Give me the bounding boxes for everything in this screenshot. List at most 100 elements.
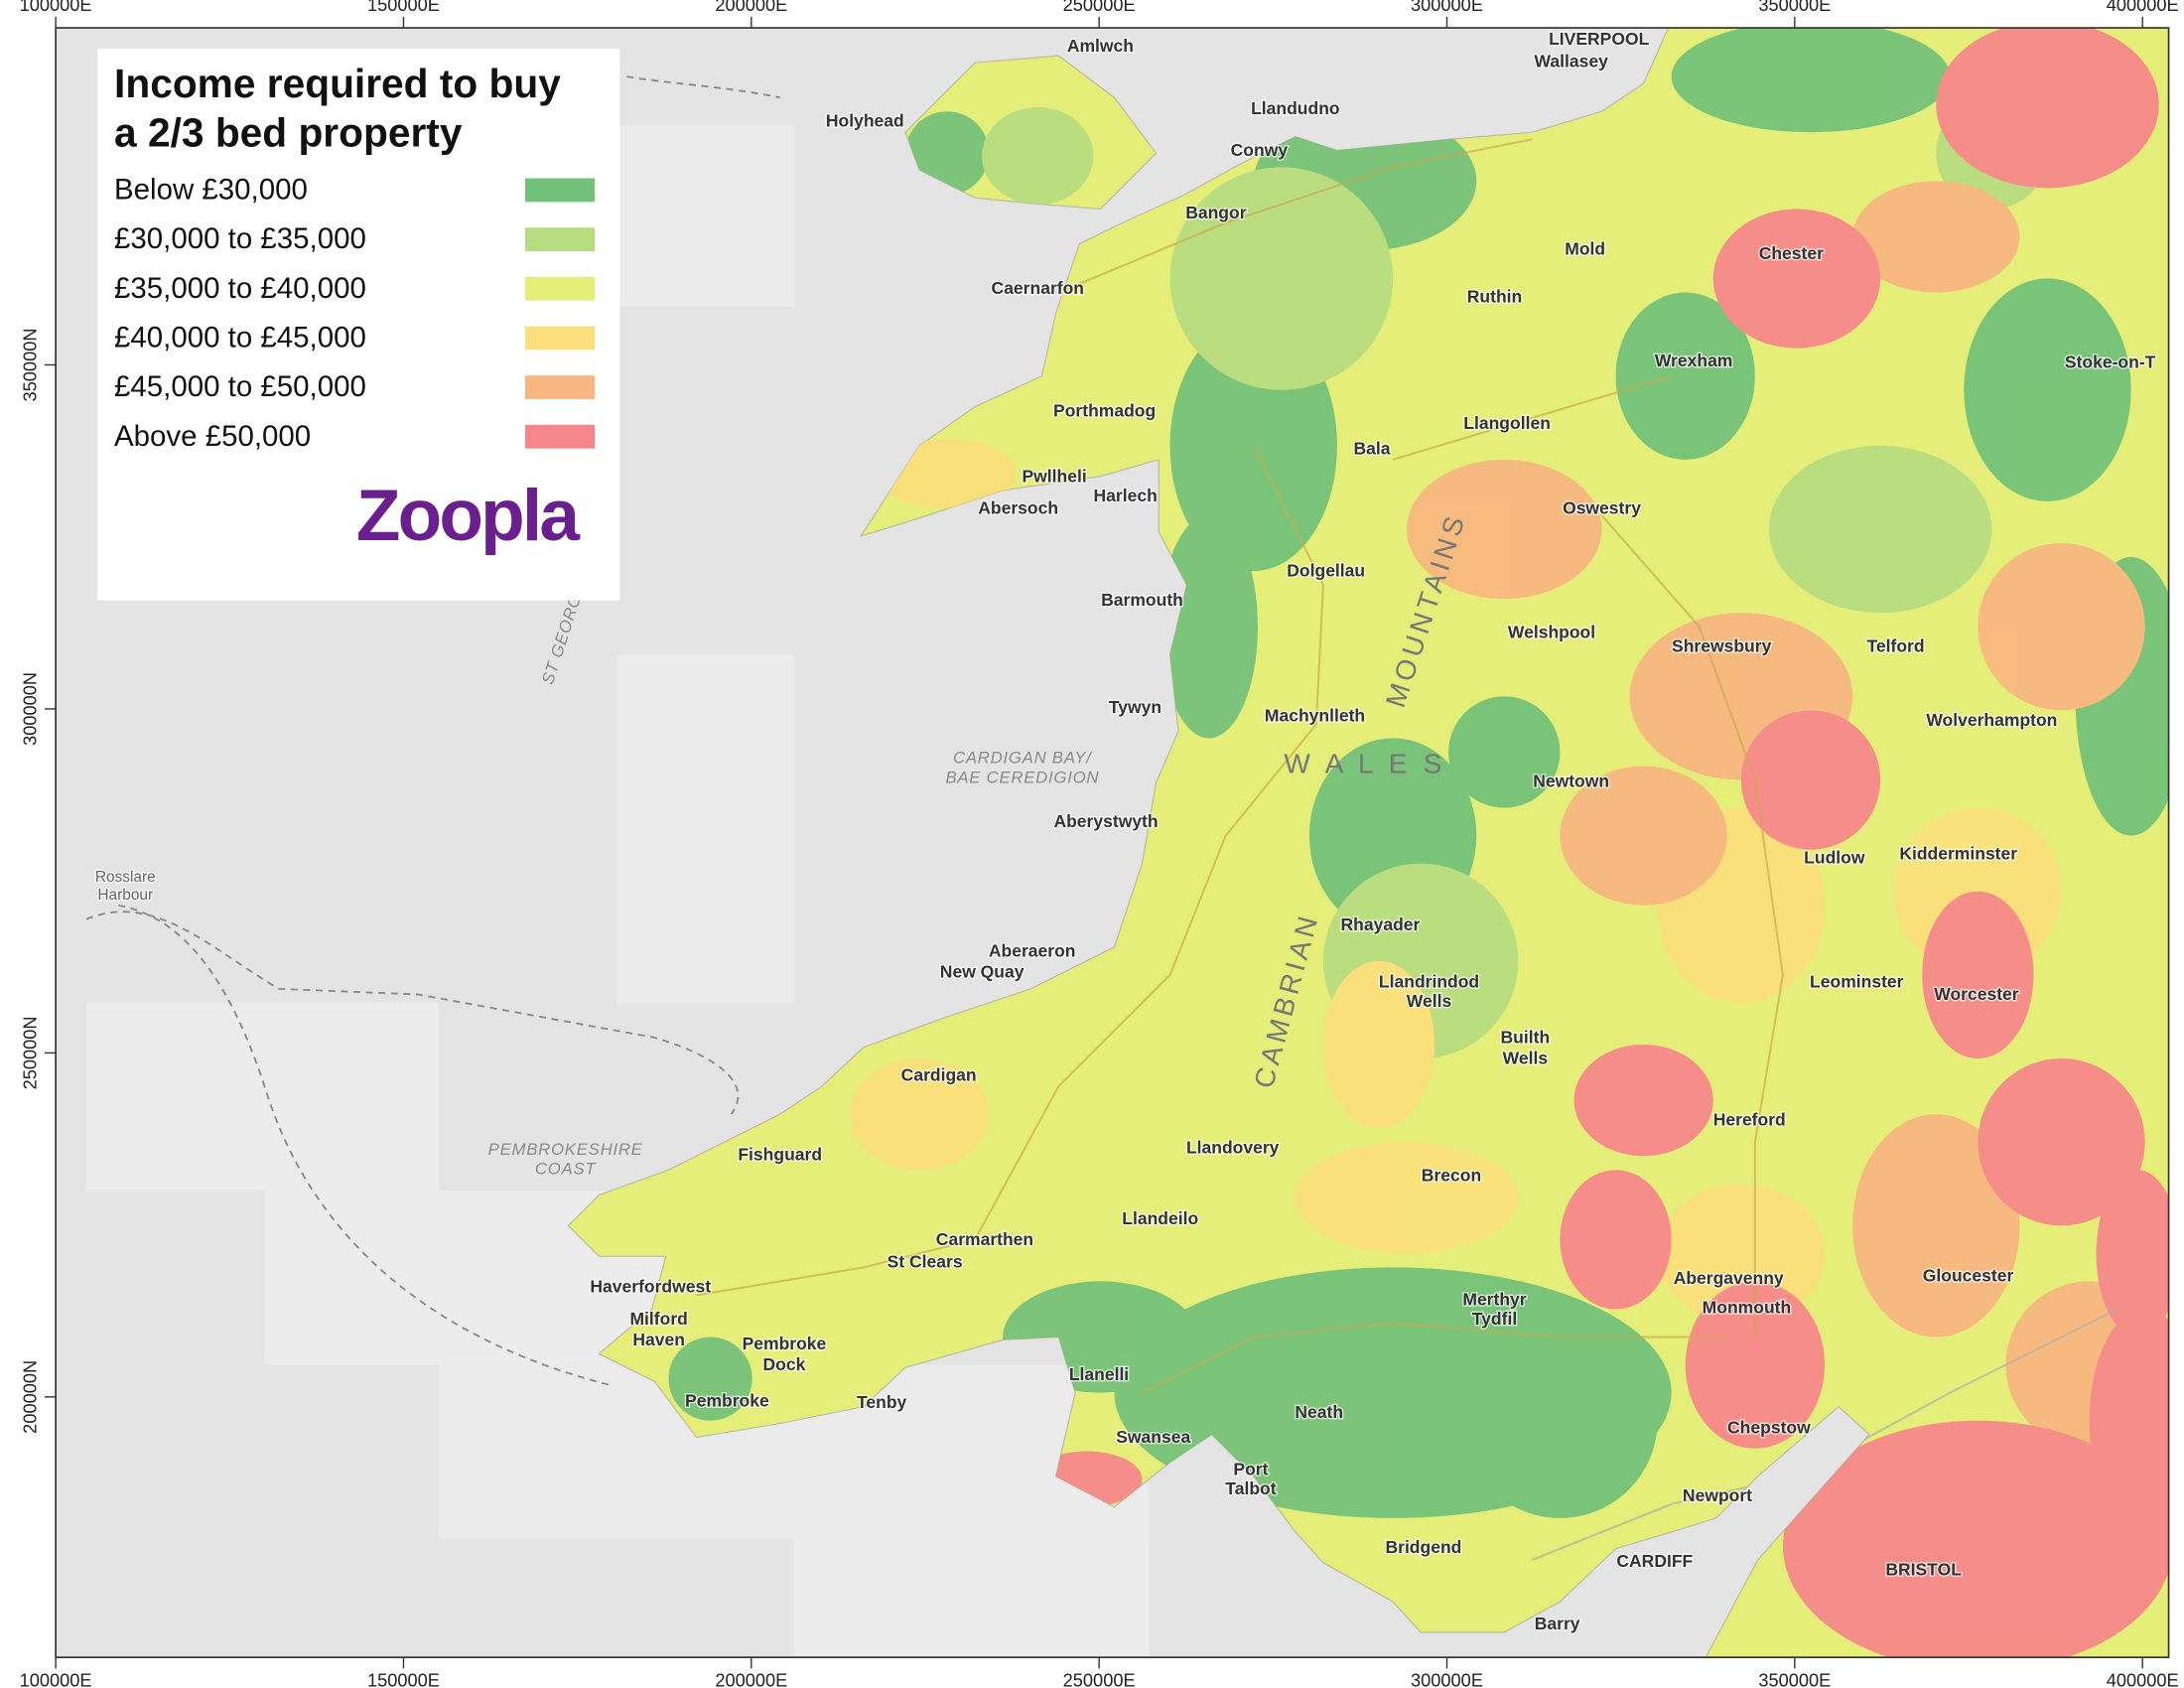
income-zones [668, 28, 2169, 1658]
legend-label: £40,000 to £45,000 [114, 322, 366, 354]
place-label: Dock [762, 1354, 805, 1374]
easting-label: 400000E [2107, 0, 2179, 15]
legend-label: £45,000 to £50,000 [114, 370, 366, 403]
income-zone [1407, 459, 1602, 600]
coordinate-ticks: 100000E 100000E 150000E 150000E 200000E 20000… [19, 0, 2178, 1688]
place-label: Ludlow [1804, 848, 1865, 868]
place-label: Chepstow [1727, 1417, 1811, 1437]
easting-label: 300000E [1411, 0, 1483, 15]
ferry-route [626, 75, 780, 99]
income-zone [1978, 1058, 2145, 1226]
place-label: Machynlleth [1265, 706, 1365, 726]
easting-label: 200000E [715, 1670, 787, 1688]
income-zone [1295, 1142, 1519, 1254]
place-label: Swansea [1116, 1427, 1190, 1447]
place-label: Harlech [1094, 486, 1158, 505]
place-label: Bridgend [1385, 1537, 1461, 1557]
income-zone [1712, 209, 1881, 349]
place-label: Wells [1503, 1049, 1549, 1068]
income-zone [2096, 1170, 2169, 1337]
place-label: Llangollen [1463, 413, 1551, 433]
place-label: Hereford [1713, 1109, 1786, 1129]
legend-swatch [524, 227, 596, 252]
road [1057, 138, 1533, 294]
income-zone [1322, 960, 1435, 1129]
place-label: Rosslare [95, 869, 156, 886]
place-label: Bangor [1185, 203, 1246, 222]
place-label: Wallasey [1534, 51, 1608, 70]
place-label: Ruthin [1467, 286, 1522, 306]
region-label: W A L E S [1284, 748, 1445, 778]
income-zone [1852, 1114, 2020, 1337]
legend-items: Below £30,000 £30,000 to £35,000 £35,000 t… [114, 174, 596, 453]
place-label: Newtown [1533, 771, 1609, 790]
legend-swatch [524, 424, 596, 449]
income-zone [1448, 696, 1561, 808]
legend-box [97, 49, 620, 601]
place-label: CARDIFF [1616, 1551, 1693, 1571]
easting-label: 100000E [20, 0, 92, 15]
easting-label: 250000E [1063, 1670, 1136, 1688]
sea-tile [793, 1538, 1150, 1658]
easting-label: 400000E [2107, 1670, 2179, 1688]
road [1600, 514, 1784, 1337]
income-zone [1936, 28, 2159, 189]
place-label: Chester [1759, 243, 1824, 263]
place-label: Newport [1683, 1485, 1752, 1505]
income-zone [982, 107, 1094, 206]
legend-label: £30,000 to £35,000 [114, 222, 366, 255]
place-label: Pembroke [685, 1391, 769, 1411]
place-label: Llanelli [1069, 1364, 1129, 1384]
easting-label: 300000E [1411, 1670, 1483, 1688]
region-label: PEMBROKESHIRE [488, 1140, 643, 1159]
region-label: BAE CEREDIGION [945, 768, 1099, 786]
northing-label: 350000N [19, 329, 40, 402]
income-zone [1573, 1044, 1713, 1157]
brand-logo: Zoopla [356, 476, 581, 556]
place-label: Fishguard [738, 1144, 822, 1164]
income-zone [1782, 1420, 2169, 1658]
place-label: Tydfil [1472, 1309, 1517, 1329]
income-zone [1978, 543, 2145, 711]
easting-label: 150000E [367, 1670, 440, 1688]
place-label: Merthyr [1462, 1289, 1526, 1309]
place-label: Wolverhampton [1926, 710, 2057, 730]
place-label: Gloucester [1923, 1265, 2014, 1285]
place-label: Porthmadog [1053, 400, 1156, 420]
place-label: Holyhead [826, 111, 904, 131]
place-label: Abersoch [978, 498, 1058, 518]
income-zone [1615, 292, 1755, 460]
northing-label: 250000N [19, 1016, 40, 1089]
place-label: Amlwch [1067, 36, 1134, 56]
place-label: Wells [1407, 991, 1452, 1011]
place-label: Abergavenny [1674, 1268, 1784, 1288]
legend-title: Income required to buy [114, 61, 561, 106]
place-label: Haven [632, 1330, 685, 1349]
place-label: Mold [1565, 239, 1605, 259]
legend-swatch [524, 326, 596, 351]
northing-label: 300000N [19, 672, 40, 746]
income-zone [1657, 1184, 1826, 1324]
income-zone [2089, 1309, 2169, 1532]
place-label: Shrewsbury [1672, 635, 1772, 655]
sea-tile [616, 654, 794, 1003]
legend-swatch [524, 375, 596, 399]
income-zone [1964, 278, 2131, 501]
legend-title: a 2/3 bed property [114, 109, 463, 155]
ferry-route [85, 911, 740, 1115]
place-label: Aberystwyth [1053, 811, 1158, 831]
income-zone [1768, 445, 1992, 614]
northing-label: 200000N [19, 1360, 40, 1434]
place-label: Barmouth [1101, 590, 1183, 610]
place-label: Dolgellau [1287, 561, 1365, 581]
place-label: Worcester [1934, 984, 2019, 1004]
easting-label: 350000E [1758, 0, 1831, 15]
road [696, 445, 1324, 1297]
income-zone [849, 1058, 990, 1171]
place-label: Pwllheli [1023, 466, 1087, 486]
place-label: Conwy [1231, 140, 1289, 160]
place-label: Milford [629, 1309, 687, 1329]
easting-label: 350000E [1758, 1670, 1831, 1688]
place-label: Leominster [1810, 971, 1904, 991]
